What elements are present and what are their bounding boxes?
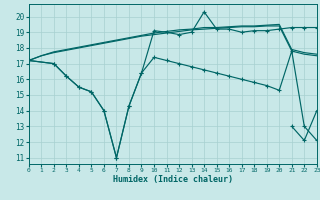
X-axis label: Humidex (Indice chaleur): Humidex (Indice chaleur) (113, 175, 233, 184)
